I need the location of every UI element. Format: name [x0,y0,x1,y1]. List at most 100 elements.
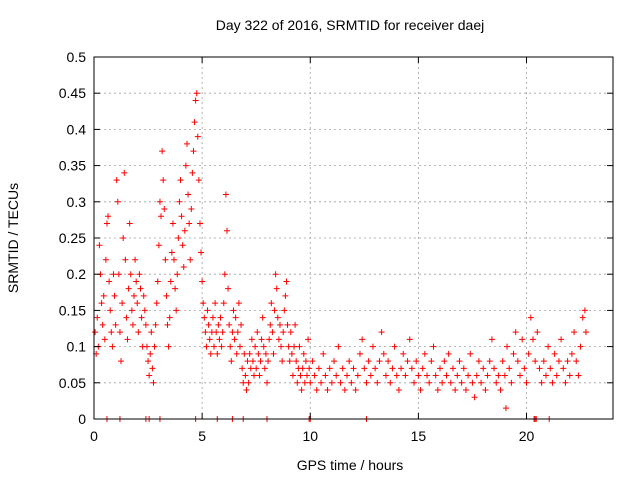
data-point [348,379,355,386]
data-point [285,343,292,350]
data-point [478,379,485,386]
data-point [445,350,452,357]
data-point [163,292,170,299]
y-tick-label: 0.1 [67,339,87,355]
data-point [430,343,437,350]
data-point [560,365,567,372]
data-point [376,358,383,365]
data-point [395,387,402,394]
data-point [166,314,173,321]
data-point [553,372,560,379]
data-point [137,285,144,292]
data-point [282,292,289,299]
y-tick-labels: 0 0.05 0.1 0.15 0.2 0.25 0.3 0.35 0.4 0.45 0.5 [59,49,86,427]
data-point [270,350,277,357]
data-point [146,372,153,379]
data-point [299,365,306,372]
data-point [502,405,509,412]
data-point [439,379,446,386]
data-point [141,307,148,314]
x-tick-labels: 0 5 10 15 20 [90,428,534,444]
data-point [369,343,376,350]
data-point [421,350,428,357]
data-point [579,314,586,321]
data-point [189,169,196,176]
data-point [354,372,361,379]
data-point [211,343,218,350]
data-point [571,329,578,336]
data-point [145,358,152,365]
data-point [265,358,272,365]
data-point [120,235,127,241]
y-tick-label: 0 [78,411,86,427]
data-point [276,321,283,328]
data-point [501,372,508,379]
data-point [171,256,178,263]
data-point [385,358,392,365]
data-point [393,372,400,379]
data-point [266,336,273,343]
data-point [582,329,589,336]
data-point [243,387,250,394]
data-point [339,365,346,372]
data-point [236,343,243,350]
data-point [108,329,115,336]
data-point [186,220,193,227]
y-tick-label: 0.2 [67,266,87,282]
data-point [318,379,325,386]
data-point [434,387,441,394]
data-point [180,263,187,270]
data-point [378,329,385,336]
data-point [577,343,584,350]
data-point [165,343,172,350]
data-point [521,365,528,372]
data-point [133,278,140,285]
data-point [491,365,498,372]
data-point [227,343,234,350]
data-point [103,220,110,227]
data-point [182,162,189,169]
data-point [114,198,121,205]
data-point [226,321,233,328]
data-point [294,379,301,386]
data-point [512,329,519,336]
data-point [272,271,279,278]
x-tick-label: 20 [519,428,535,444]
data-point [131,292,138,299]
data-point [262,350,269,357]
data-points [92,90,589,422]
data-point [269,329,276,336]
data-point [458,379,465,386]
data-point [201,314,208,321]
data-point [235,300,242,307]
data-point [207,350,214,357]
data-point [540,358,547,365]
data-point [506,365,513,372]
data-point [389,365,396,372]
data-point [98,300,105,307]
data-point [156,198,163,205]
data-point [195,177,202,184]
data-point [413,358,420,365]
data-point [313,387,320,394]
data-point [460,365,467,372]
data-point [260,343,267,350]
data-point [136,271,143,278]
data-point [151,343,158,350]
data-point [225,285,232,292]
data-point [538,379,545,386]
data-point [198,249,205,256]
data-point [514,358,521,365]
data-point [135,329,142,336]
data-point [532,358,539,365]
data-point [391,343,398,350]
data-point [467,350,474,357]
data-point [214,350,221,357]
data-point [99,321,106,328]
data-point [508,379,515,386]
data-point [311,372,318,379]
data-point [150,379,157,386]
data-point [143,343,150,350]
